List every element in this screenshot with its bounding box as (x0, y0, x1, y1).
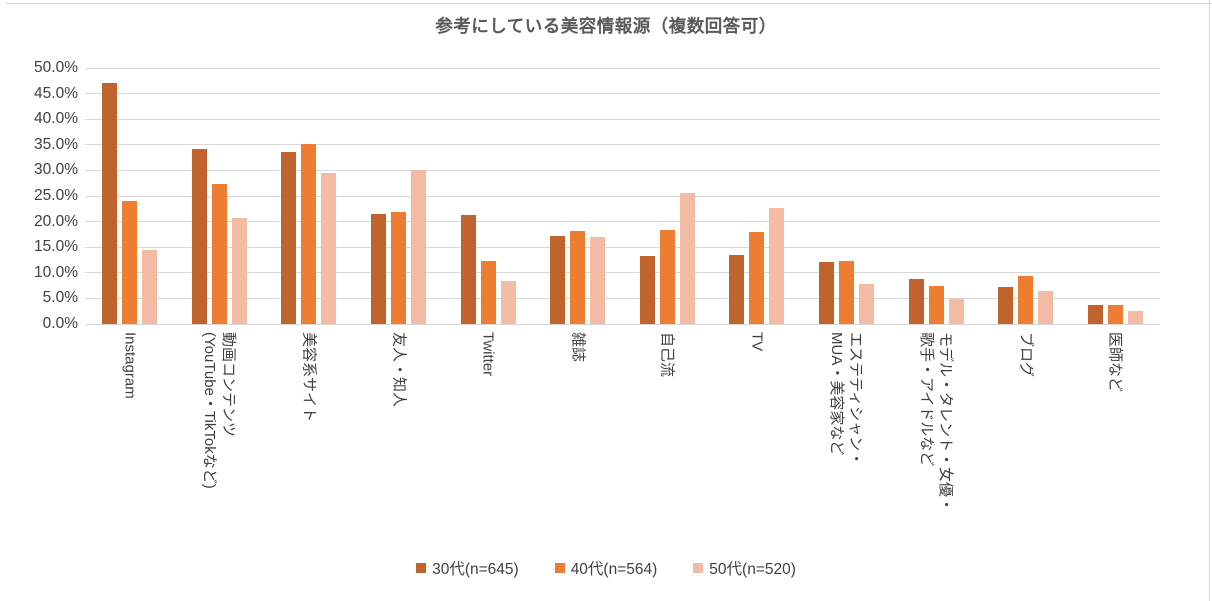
gridline (85, 297, 1160, 299)
x-axis-category-label: 医師など (1106, 332, 1124, 393)
legend: 30代(n=645) 40代(n=564) 50代(n=520) (0, 557, 1212, 579)
legend-marker-icon (693, 563, 704, 573)
bar-50代-cat2 (231, 217, 247, 324)
legend-label: 30代(n=645) (432, 561, 519, 578)
x-axis-category-label: モデル・タレント・女優・ 歌手・アイドルなど (918, 332, 955, 513)
legend-label: 40代(n=564) (570, 561, 658, 578)
gridline (85, 144, 1160, 146)
x-axis-category-label: エステティシャン・ MUA・美容家など (828, 332, 865, 467)
bar-40代-cat6 (570, 230, 586, 324)
bar-30代-cat2 (191, 148, 207, 324)
bar-40代-cat2 (211, 184, 227, 324)
y-axis-tick-label: 5.0% (42, 289, 78, 307)
x-axis-category-label: ブログ (1017, 332, 1035, 378)
legend-item: 40代(n=564) (554, 557, 658, 579)
y-axis-tick-label: 30.0% (34, 161, 78, 179)
x-axis-category-label: 友人・知人 (390, 332, 408, 408)
bar-40代-cat11 (1018, 275, 1034, 324)
bar-30代-cat9 (818, 261, 834, 324)
bar-50代-cat1 (142, 250, 158, 324)
gridline (85, 246, 1160, 248)
y-axis-tick-label: 25.0% (34, 187, 78, 204)
x-axis-category-label: Twitter (479, 332, 497, 377)
y-axis-tick-label: 40.0% (34, 110, 78, 128)
bar-30代-cat5 (460, 215, 476, 324)
y-axis-tick-label: 10.0% (34, 263, 78, 281)
bar-30代-cat12 (1087, 305, 1103, 324)
gridline (85, 323, 1160, 325)
bar-40代-cat12 (1107, 304, 1123, 324)
y-axis-tick-label: 50.0% (34, 59, 78, 76)
x-axis-category-label: 動画コンテンツ (YouTube・TikTokなど) (201, 332, 238, 489)
bar-30代-cat11 (998, 287, 1014, 324)
bar-50代-cat9 (858, 283, 874, 324)
gridline (85, 169, 1160, 171)
bar-40代-cat3 (301, 143, 317, 324)
frame-border-right (1209, 0, 1210, 601)
legend-marker-icon (554, 563, 565, 573)
bar-30代-cat6 (550, 235, 566, 324)
bar-40代-cat10 (928, 286, 944, 324)
gridline (85, 195, 1160, 197)
gridline (85, 221, 1160, 223)
bar-50代-cat4 (411, 169, 427, 324)
x-axis-category-label: 雑誌 (569, 332, 587, 363)
bar-50代-cat6 (590, 236, 606, 324)
x-axis-category-label: Instagram (121, 332, 139, 399)
legend-marker-icon (416, 563, 427, 573)
y-axis-tick-label: 45.0% (34, 84, 78, 102)
legend-item: 30代(n=645) (416, 557, 519, 579)
bar-50代-cat11 (1038, 290, 1054, 324)
legend-item: 50代(n=520) (693, 557, 796, 579)
bar-50代-cat8 (769, 208, 785, 324)
x-axis-category-label: 美容系サイト (300, 332, 318, 423)
x-axis-category-label: TV (748, 332, 766, 352)
bar-40代-cat1 (122, 200, 138, 324)
bar-40代-cat9 (838, 261, 854, 324)
bar-30代-cat1 (102, 82, 118, 324)
frame-border-top (6, 3, 1212, 4)
gridline (85, 272, 1160, 274)
bar-40代-cat8 (749, 232, 765, 324)
chart-title: 参考にしている美容情報源（複数回答可） (435, 16, 777, 36)
bar-30代-cat4 (371, 213, 387, 324)
bar-30代-cat8 (729, 255, 745, 324)
y-axis-tick-label: 0.0% (42, 315, 78, 332)
y-axis-tick-label: 35.0% (34, 135, 78, 153)
bar-30代-cat3 (281, 152, 297, 324)
bar-50代-cat12 (1127, 310, 1143, 324)
bar-40代-cat4 (391, 211, 407, 324)
bar-40代-cat5 (480, 261, 496, 324)
gridline (85, 93, 1160, 95)
bar-50代-cat10 (948, 299, 964, 324)
bar-30代-cat10 (908, 278, 924, 324)
gridline (85, 67, 1160, 69)
bar-30代-cat7 (639, 256, 655, 324)
gridline (85, 118, 1160, 120)
y-axis-tick-label: 15.0% (34, 238, 78, 256)
bar-40代-cat7 (659, 229, 675, 324)
bar-50代-cat3 (321, 173, 337, 324)
y-axis-tick-label: 20.0% (34, 212, 78, 230)
x-axis-category-label: 自己流 (658, 332, 676, 378)
legend-label: 50代(n=520) (709, 561, 796, 578)
bar-50代-cat5 (500, 280, 516, 324)
bar-50代-cat7 (679, 193, 695, 324)
